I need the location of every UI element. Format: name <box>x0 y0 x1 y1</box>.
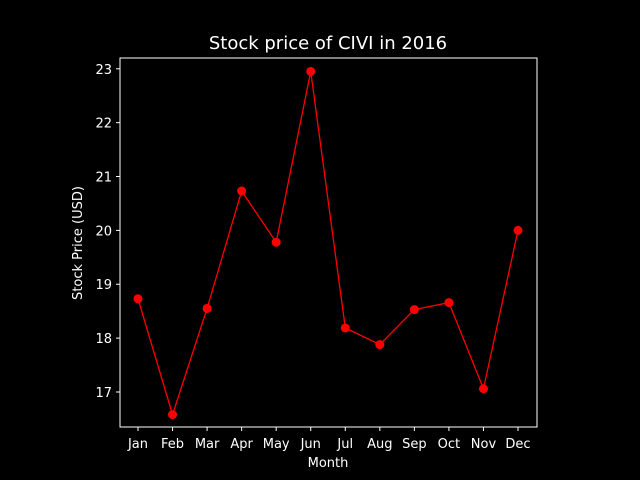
x-tick-label: Aug <box>367 437 392 452</box>
data-point <box>409 305 419 315</box>
x-tick-label: Sep <box>402 437 427 452</box>
y-axis-label: Stock Price (USD) <box>71 186 86 300</box>
y-tick-label: 23 <box>95 63 112 78</box>
x-tick-label: Jun <box>300 437 321 452</box>
data-point <box>133 294 143 304</box>
y-tick-label: 17 <box>95 386 112 401</box>
data-point <box>340 323 350 333</box>
y-tick-label: 18 <box>95 332 112 347</box>
data-point <box>237 186 247 196</box>
data-point <box>513 225 523 235</box>
x-tick-label: Dec <box>505 437 530 452</box>
plot-frame <box>119 57 538 428</box>
x-tick-label: Mar <box>195 437 220 452</box>
x-tick-label: Jul <box>336 437 353 452</box>
x-tick-label: Feb <box>161 437 184 452</box>
x-tick-label: Oct <box>438 437 460 452</box>
data-point <box>168 410 178 420</box>
x-tick-label: May <box>263 437 290 452</box>
data-point <box>444 298 454 308</box>
x-tick-label: Nov <box>471 437 497 452</box>
x-tick-label: Apr <box>230 437 253 452</box>
y-tick-label: 21 <box>95 171 112 186</box>
y-tick-label: 19 <box>95 278 112 293</box>
x-axis-label: Month <box>308 456 349 471</box>
data-point <box>271 237 281 247</box>
y-tick-label: 22 <box>95 117 112 132</box>
data-point <box>306 66 316 76</box>
series-line <box>137 71 519 417</box>
x-tick-label: Jan <box>127 437 148 452</box>
chart-title: Stock price of CIVI in 2016 <box>209 33 447 54</box>
data-point <box>202 303 212 313</box>
y-tick-label: 20 <box>95 224 112 239</box>
data-point <box>478 384 488 394</box>
data-point <box>375 340 385 350</box>
